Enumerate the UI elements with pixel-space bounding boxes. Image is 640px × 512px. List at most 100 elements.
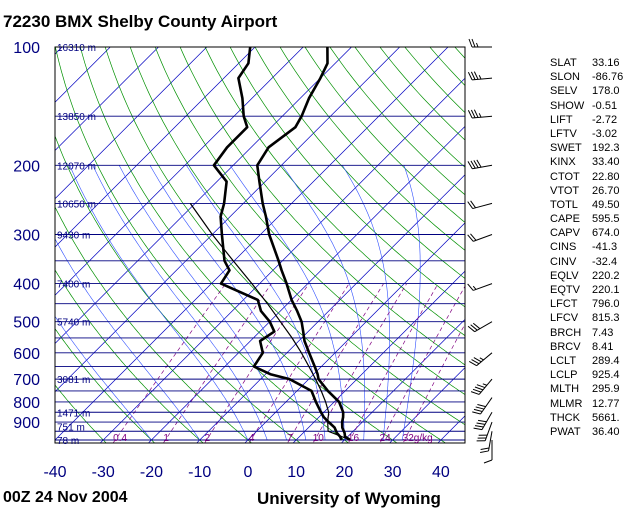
index-row: LFCT 796.0 bbox=[550, 297, 632, 311]
isotherm-line bbox=[340, 318, 465, 443]
index-key: KINX bbox=[550, 156, 576, 169]
index-value: -0.51 bbox=[592, 99, 618, 112]
temperature-tick-label: 40 bbox=[432, 464, 450, 481]
observation-time: 00Z 24 Nov 2004 bbox=[3, 489, 128, 506]
pressure-tick-label: 100 bbox=[13, 40, 40, 57]
dry-adiabat-line bbox=[129, 47, 465, 426]
pressure-tick-label: 400 bbox=[13, 277, 40, 294]
isotherm-line bbox=[55, 47, 401, 393]
wind-barb bbox=[476, 421, 493, 442]
index-value: 815.3 bbox=[592, 312, 620, 325]
height-label: 5740 m bbox=[57, 318, 90, 329]
index-row: BRCV 8.41 bbox=[550, 340, 632, 354]
index-value: 192.3 bbox=[592, 142, 620, 155]
index-key: CAPV bbox=[550, 227, 580, 240]
wind-barb bbox=[468, 38, 492, 48]
index-row: LFTV -3.02 bbox=[550, 127, 632, 141]
pressure-tick-label: 600 bbox=[13, 346, 40, 363]
index-key: EQTV bbox=[550, 284, 580, 296]
index-value: 22.80 bbox=[592, 170, 620, 183]
temperature-tick-label: -30 bbox=[92, 464, 115, 481]
mixing-ratio-label: 1 bbox=[163, 433, 169, 444]
index-row: MLTH 295.9 bbox=[550, 382, 632, 396]
dry-adiabat-line bbox=[254, 47, 465, 279]
mixing-ratio-line bbox=[379, 285, 465, 443]
index-key: SHOW bbox=[550, 99, 585, 112]
dewpoint-trace bbox=[212, 47, 343, 441]
wind-barb bbox=[468, 352, 493, 367]
data-source: University of Wyoming bbox=[257, 489, 441, 508]
index-key: CTOT bbox=[550, 170, 580, 183]
index-key: MLTH bbox=[550, 383, 580, 396]
height-labels: 16310 m 13850 m 12070 m 10650 m 9430 m 7400 m… bbox=[57, 43, 96, 447]
wind-barb bbox=[473, 412, 493, 431]
dry-adiabat-line bbox=[55, 269, 204, 443]
index-row: SLAT 33.16 bbox=[550, 56, 632, 70]
dry-adiabat-line bbox=[55, 134, 301, 443]
index-key: SLAT bbox=[550, 57, 577, 69]
index-key: SWET bbox=[550, 142, 582, 155]
mixing-ratio-label: 2 bbox=[205, 433, 211, 444]
dry-adiabat-line bbox=[104, 47, 447, 443]
mixing-ratio-line bbox=[162, 283, 272, 443]
index-value: 36.40 bbox=[592, 425, 620, 438]
index-value: 220.2 bbox=[592, 269, 620, 282]
index-value: 26.70 bbox=[592, 184, 620, 197]
dry-adiabat-line bbox=[55, 47, 350, 443]
isotherm-line bbox=[196, 174, 465, 443]
index-value: -86.76 bbox=[592, 71, 624, 84]
index-value: 674.0 bbox=[592, 227, 620, 240]
isotherm-line bbox=[55, 47, 352, 344]
index-row: LFCV 815.3 bbox=[550, 311, 632, 325]
index-key: SLON bbox=[550, 71, 580, 84]
index-value: 295.9 bbox=[592, 383, 620, 396]
isotherm-line bbox=[147, 125, 465, 443]
index-value: 925.4 bbox=[592, 369, 620, 382]
pressure-tick-label: 800 bbox=[13, 395, 40, 412]
mixing-ratio-label: 16 bbox=[348, 433, 360, 444]
index-value: 49.50 bbox=[592, 198, 620, 211]
pressure-axis-labels: 100 200 300 400 500 600 700 800 900 bbox=[13, 40, 40, 432]
mixing-ratio-line bbox=[312, 283, 407, 443]
index-value: 289.4 bbox=[592, 354, 620, 367]
mixing-ratio-line bbox=[402, 323, 465, 443]
isotherm-line bbox=[55, 47, 159, 152]
index-row: EQTV 220.1 bbox=[550, 283, 632, 297]
dry-adiabat-line bbox=[204, 47, 465, 337]
index-value: 796.0 bbox=[592, 298, 620, 311]
height-label: 9430 m bbox=[57, 231, 90, 242]
mixing-ratio-line bbox=[287, 283, 384, 443]
index-value: 7.43 bbox=[592, 326, 614, 339]
index-row: EQLV 220.2 bbox=[550, 269, 632, 283]
index-key: SELV bbox=[550, 85, 578, 98]
height-label: 78 m bbox=[57, 436, 79, 447]
mixing-ratio-line bbox=[112, 283, 226, 443]
pressure-tick-label: 900 bbox=[13, 415, 40, 432]
pressure-tick-label: 300 bbox=[13, 228, 40, 245]
temperature-tick-label: 30 bbox=[384, 464, 402, 481]
pressure-tick-label: 500 bbox=[13, 315, 40, 332]
index-row: CAPE 595.5 bbox=[550, 212, 632, 226]
temperature-trace bbox=[256, 47, 351, 442]
isotherm-line bbox=[55, 47, 449, 441]
index-key: CAPE bbox=[550, 213, 580, 226]
wind-barb bbox=[467, 233, 493, 242]
dry-adiabat-line bbox=[229, 47, 465, 308]
index-row: TOTL 49.50 bbox=[550, 198, 632, 212]
isotherm-line bbox=[55, 47, 256, 248]
mixing-ratio-label: 10 bbox=[313, 433, 325, 444]
mixing-ratio-line bbox=[204, 283, 310, 443]
mixing-ratio-line bbox=[248, 283, 350, 443]
wind-barb bbox=[480, 431, 493, 453]
pressure-tick-label: 700 bbox=[13, 372, 40, 389]
isotherm-line bbox=[99, 77, 465, 443]
index-row: CINV -32.4 bbox=[550, 255, 632, 269]
wind-barb bbox=[467, 159, 493, 170]
wind-barb bbox=[470, 378, 493, 395]
index-key: LCLP bbox=[550, 369, 578, 382]
height-label: 751 m bbox=[57, 423, 85, 434]
moist-adiabat-line bbox=[186, 165, 326, 441]
height-label: 10650 m bbox=[57, 199, 96, 210]
isotherm-line bbox=[244, 222, 465, 443]
index-value: 33.40 bbox=[592, 156, 620, 169]
